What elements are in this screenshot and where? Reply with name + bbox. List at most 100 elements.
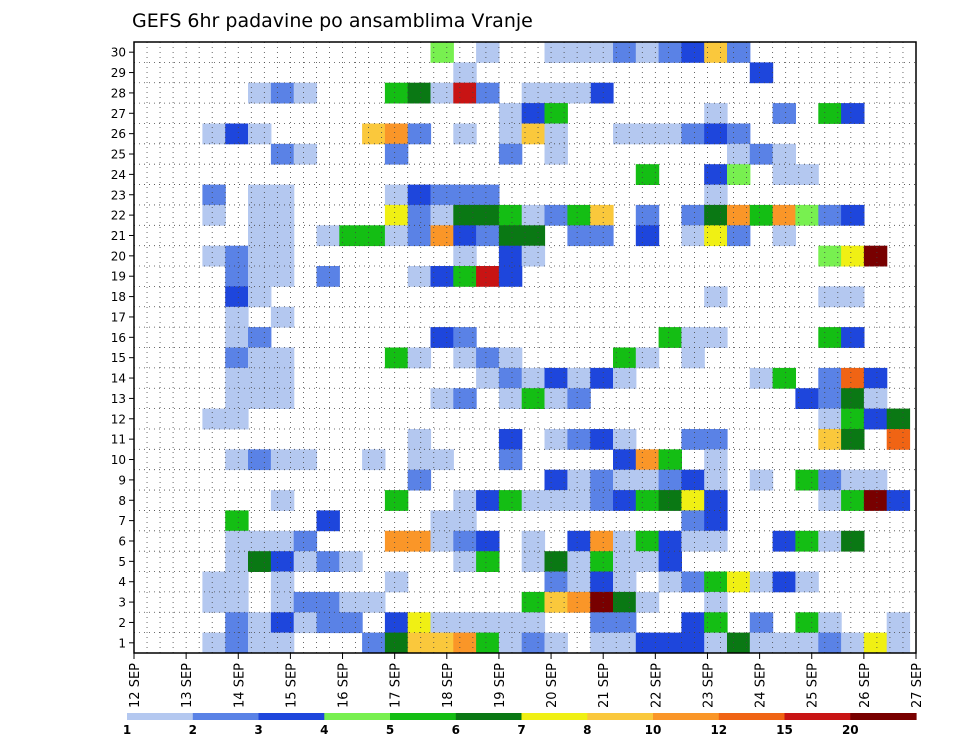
heatmap-cell <box>248 632 272 654</box>
heatmap-cell <box>521 367 546 389</box>
x-tick-label: 21 SEP <box>597 663 612 708</box>
heatmap-cell <box>635 204 660 226</box>
y-tick-label: 28 <box>111 86 126 100</box>
heatmap-cell <box>681 204 705 226</box>
heatmap-cell <box>476 632 500 654</box>
heatmap-cell <box>270 266 295 287</box>
x-tick-label: 22 SEP <box>649 663 664 708</box>
heatmap-cell <box>818 408 842 430</box>
heatmap-cell <box>818 245 842 267</box>
heatmap-cell <box>681 632 705 654</box>
colorbar-swatch <box>455 713 523 720</box>
heatmap-cell <box>590 551 614 572</box>
heatmap-cell <box>727 143 751 165</box>
heatmap-cell <box>225 571 249 593</box>
heatmap-cell <box>772 571 796 593</box>
colorbar-swatch <box>718 713 786 720</box>
heatmap-cell <box>476 82 500 104</box>
heatmap-cell <box>590 429 614 450</box>
y-tick-label: 23 <box>111 188 126 202</box>
heatmap-cell <box>567 429 591 450</box>
heatmap-cell <box>635 591 660 613</box>
y-axis: 1234567891011121314151617181920212223242… <box>111 46 134 650</box>
heatmap-cell <box>590 42 614 63</box>
heatmap-cell <box>270 245 295 267</box>
heatmap-cell <box>270 388 295 409</box>
heatmap-cell <box>795 632 819 654</box>
x-tick-label: 27 SEP <box>910 663 925 708</box>
heatmap-cell <box>270 591 295 613</box>
heatmap-cell <box>841 530 865 552</box>
heatmap-cell <box>407 612 432 634</box>
colorbar-swatch <box>521 713 588 720</box>
heatmap-cell <box>613 449 637 471</box>
heatmap-cells <box>202 42 911 654</box>
heatmap-cell <box>407 469 432 491</box>
heatmap-cell <box>293 449 318 471</box>
heatmap-cell <box>727 225 751 247</box>
heatmap-cell <box>430 510 454 532</box>
heatmap-cell <box>476 42 500 63</box>
x-tick-label: 15 SEP <box>284 663 299 708</box>
heatmap-cell <box>293 82 318 104</box>
y-tick-label: 8 <box>118 494 126 508</box>
heatmap-cell <box>453 184 477 206</box>
heatmap-cell <box>704 469 728 491</box>
heatmap-cell <box>270 490 295 511</box>
heatmap-cell <box>362 632 386 654</box>
heatmap-cell <box>613 367 637 389</box>
heatmap-cell <box>613 632 637 654</box>
heatmap-cell <box>225 327 249 348</box>
heatmap-cell <box>886 408 911 430</box>
x-tick-label: 13 SEP <box>180 663 195 708</box>
heatmap-cell <box>749 571 774 593</box>
heatmap-cell <box>772 225 796 247</box>
heatmap-cell <box>270 82 295 104</box>
heatmap-cell <box>613 530 637 552</box>
x-tick-label: 25 SEP <box>806 663 821 708</box>
heatmap-cell <box>818 530 842 552</box>
heatmap-cell <box>453 632 477 654</box>
heatmap-cell <box>498 429 523 450</box>
heatmap-cell <box>225 367 249 389</box>
heatmap-cell <box>453 388 477 409</box>
heatmap-cell <box>590 591 614 613</box>
heatmap-cell <box>727 164 751 185</box>
heatmap-cell <box>544 490 568 511</box>
heatmap-cell <box>613 612 637 634</box>
heatmap-cell <box>498 367 523 389</box>
colorbar-label: 5 <box>386 723 394 737</box>
heatmap-cell <box>498 388 523 409</box>
x-tick-label: 19 SEP <box>493 663 508 708</box>
heatmap-cell <box>681 530 705 552</box>
heatmap-cell <box>316 551 340 572</box>
heatmap-cell <box>384 184 409 206</box>
heatmap-cell <box>384 347 409 369</box>
heatmap-cell <box>818 327 842 348</box>
heatmap-cell <box>498 490 523 511</box>
heatmap-cell <box>886 632 911 654</box>
heatmap-cell <box>590 490 614 511</box>
heatmap-cell <box>476 530 500 552</box>
heatmap-cell <box>841 490 865 511</box>
heatmap-cell <box>521 632 546 654</box>
heatmap-cell <box>316 510 340 532</box>
heatmap-cell <box>293 612 318 634</box>
heatmap-cell <box>248 225 272 247</box>
heatmap-cell <box>613 571 637 593</box>
heatmap-cell <box>202 184 226 206</box>
colorbar-swatch <box>390 713 457 720</box>
heatmap-cell <box>316 266 340 287</box>
heatmap-cell <box>202 245 226 267</box>
heatmap-cell <box>430 82 454 104</box>
heatmap-cell <box>704 225 728 247</box>
heatmap-cell <box>225 591 249 613</box>
heatmap-cell <box>498 204 523 226</box>
heatmap-cell <box>567 225 591 247</box>
heatmap-cell <box>818 469 842 491</box>
y-tick-label: 3 <box>118 596 126 610</box>
colorbar-label: 12 <box>710 723 727 737</box>
heatmap-cell <box>453 245 477 267</box>
colorbar-label: 15 <box>776 723 793 737</box>
colorbar-label: 3 <box>254 723 262 737</box>
